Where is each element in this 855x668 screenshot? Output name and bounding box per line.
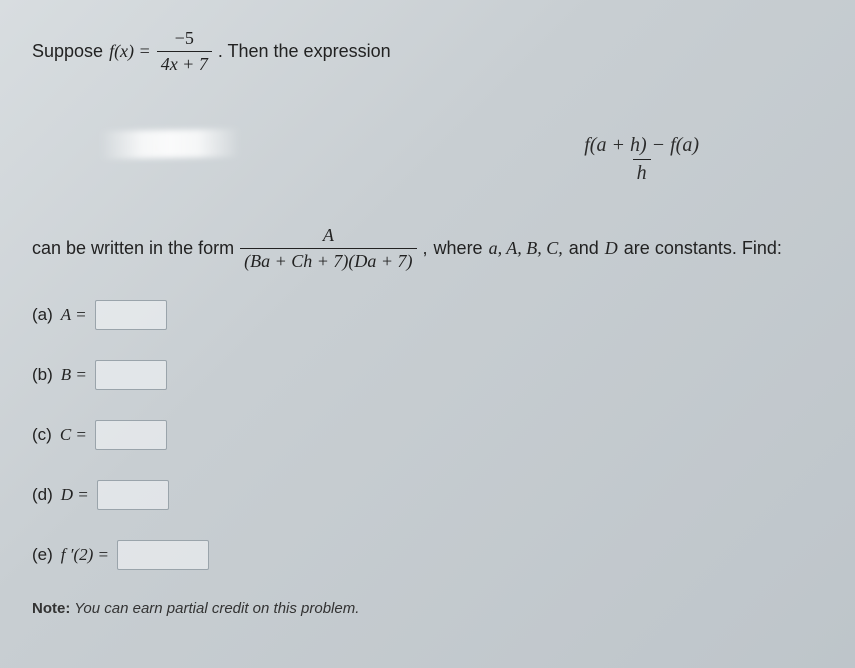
diffq-fraction: f(a + h) − f(a) h bbox=[580, 134, 703, 185]
part-a-label: (a) bbox=[32, 305, 53, 325]
text-then-expression: . Then the expression bbox=[218, 41, 391, 62]
form-numerator: A bbox=[319, 225, 338, 248]
difference-quotient: f(a + h) − f(a) h bbox=[32, 134, 823, 185]
vars-list: a, A, B, C, bbox=[489, 238, 563, 259]
input-B[interactable] bbox=[95, 360, 167, 390]
input-D[interactable] bbox=[97, 480, 169, 510]
input-A[interactable] bbox=[95, 300, 167, 330]
text-and: and bbox=[569, 238, 599, 259]
note-line: Note: You can earn partial credit on thi… bbox=[32, 600, 823, 617]
part-c-row: (c) C = bbox=[32, 420, 823, 450]
text-constants-find: are constants. Find: bbox=[624, 238, 782, 259]
part-b-label: (b) bbox=[32, 365, 53, 385]
fx-equals: f(x) = bbox=[109, 41, 151, 62]
problem-page: Suppose f(x) = −5 4x + 7 . Then the expr… bbox=[0, 0, 855, 637]
form-line: can be written in the form A (Ba + Ch + … bbox=[32, 225, 823, 271]
part-a-sym: A = bbox=[61, 305, 87, 325]
form-fraction: A (Ba + Ch + 7)(Da + 7) bbox=[240, 225, 416, 271]
diffq-denominator: h bbox=[633, 159, 651, 185]
part-a-row: (a) A = bbox=[32, 300, 823, 330]
input-C[interactable] bbox=[95, 420, 167, 450]
text-can-be-written: can be written in the form bbox=[32, 238, 234, 259]
part-d-label: (d) bbox=[32, 485, 53, 505]
form-denominator: (Ba + Ch + 7)(Da + 7) bbox=[240, 248, 416, 272]
text-where: where bbox=[434, 238, 483, 259]
part-b-row: (b) B = bbox=[32, 360, 823, 390]
part-e-row: (e) f ′(2) = bbox=[32, 540, 823, 570]
part-e-sym: f ′(2) = bbox=[61, 545, 109, 565]
text-suppose: Suppose bbox=[32, 41, 103, 62]
note-text: You can earn partial credit on this prob… bbox=[74, 600, 359, 617]
diffq-numerator: f(a + h) − f(a) bbox=[580, 134, 703, 159]
input-fprime2[interactable] bbox=[117, 540, 209, 570]
fx-fraction: −5 4x + 7 bbox=[157, 28, 212, 74]
var-D: D bbox=[605, 238, 618, 259]
intro-line: Suppose f(x) = −5 4x + 7 . Then the expr… bbox=[32, 28, 823, 74]
comma: , bbox=[423, 238, 428, 259]
part-c-sym: C = bbox=[60, 425, 87, 445]
part-c-label: (c) bbox=[32, 425, 52, 445]
answers-block: (a) A = (b) B = (c) C = (d) D = (e) f ′(… bbox=[32, 300, 823, 570]
part-d-row: (d) D = bbox=[32, 480, 823, 510]
fx-denominator: 4x + 7 bbox=[157, 51, 212, 75]
part-b-sym: B = bbox=[61, 365, 87, 385]
fx-numerator: −5 bbox=[171, 28, 198, 51]
part-e-label: (e) bbox=[32, 545, 53, 565]
part-d-sym: D = bbox=[61, 485, 89, 505]
note-bold: Note: bbox=[32, 600, 70, 617]
